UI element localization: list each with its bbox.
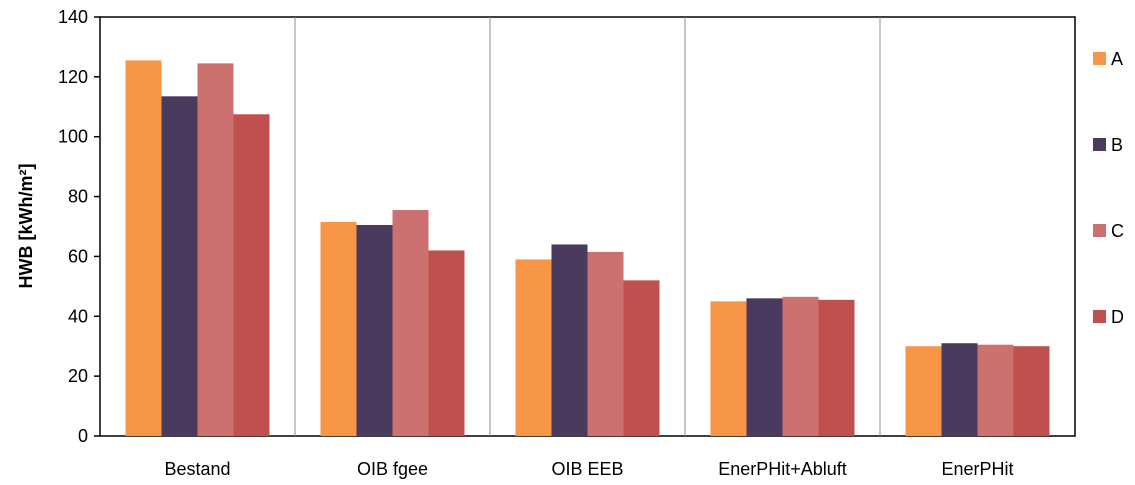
bar-d-3 (623, 280, 660, 436)
y-tick-label: 100 (58, 127, 88, 147)
bar-d-2 (428, 250, 465, 436)
y-tick-label: 0 (78, 426, 88, 446)
bar-c-3 (587, 251, 624, 436)
legend-swatch-b (1093, 138, 1106, 151)
y-tick-label: 80 (68, 187, 88, 207)
y-tick-label: 140 (58, 7, 88, 27)
legend-swatch-c (1093, 224, 1106, 237)
bar-c-2 (392, 210, 429, 436)
x-tick-label: OIB fgee (357, 459, 428, 479)
y-tick-label: 40 (68, 306, 88, 326)
legend-label-a: A (1111, 49, 1123, 69)
x-axis-labels: Bestand OIB fgee OIB EEB EnerPHit+Abluft Ene… (164, 459, 1013, 479)
bar-b-3 (551, 244, 588, 436)
bar-a-5 (905, 346, 942, 436)
category-separators (294, 17, 881, 436)
legend-label-d: D (1111, 307, 1124, 327)
bar-d-5 (1013, 346, 1050, 436)
y-axis-label: HWB [kWh/m²] (16, 164, 36, 289)
x-tick-label: EnerPHit (941, 459, 1013, 479)
x-tick-label: EnerPHit+Abluft (718, 459, 847, 479)
y-axis-ticks: 0 20 40 60 80 100 120 140 (58, 7, 100, 446)
bar-b-5 (941, 343, 978, 436)
bar-c-1 (197, 63, 234, 437)
x-tick-label: Bestand (164, 459, 230, 479)
bar-c-4 (782, 296, 819, 436)
bar-b-1 (161, 96, 198, 436)
legend-label-b: B (1111, 135, 1123, 155)
bar-d-4 (818, 299, 855, 436)
legend-swatch-a (1093, 52, 1106, 65)
y-tick-label: 20 (68, 366, 88, 386)
bar-d-1 (233, 114, 270, 437)
legend-label-c: C (1111, 221, 1124, 241)
bar-a-2 (320, 222, 357, 436)
bar-a-3 (515, 259, 552, 436)
bar-b-4 (746, 298, 783, 436)
legend-swatch-d (1093, 310, 1106, 323)
bars (125, 60, 1050, 437)
bar-a-4 (710, 301, 747, 436)
y-tick-label: 120 (58, 67, 88, 87)
y-tick-label: 60 (68, 246, 88, 266)
bar-c-5 (977, 344, 1014, 436)
legend: A B C D (1093, 49, 1124, 327)
x-tick-label: OIB EEB (551, 459, 623, 479)
bar-a-1 (125, 60, 162, 437)
bar-b-2 (356, 225, 393, 436)
